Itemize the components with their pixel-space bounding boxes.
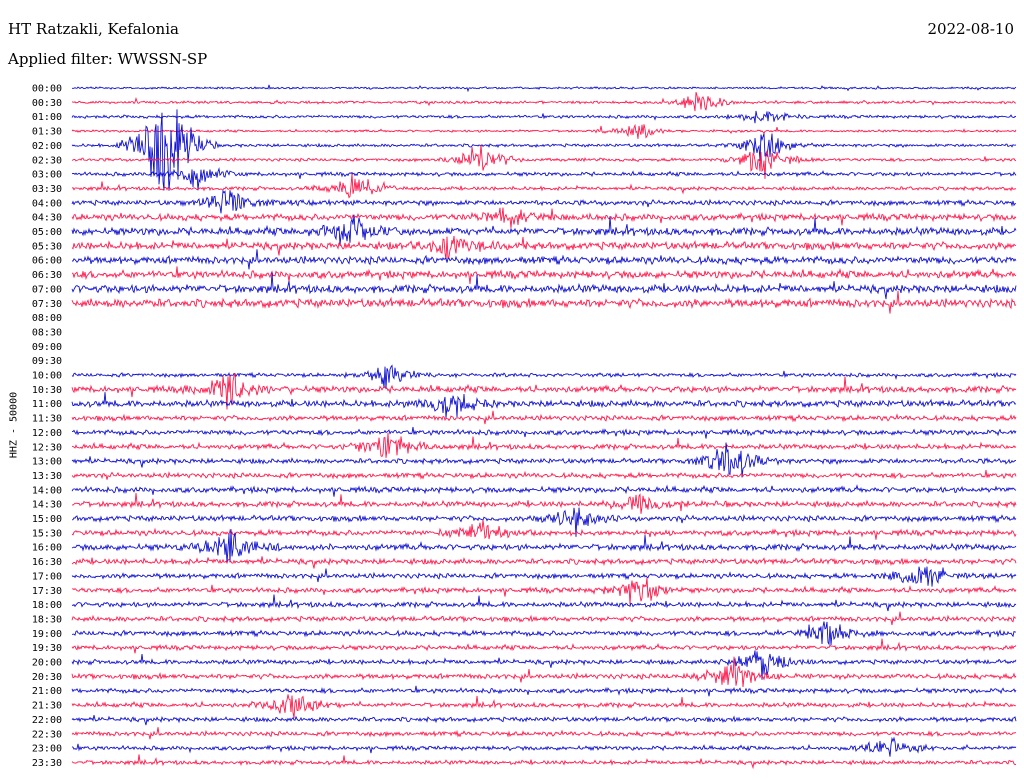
row-time-label: 07:30 (32, 299, 62, 310)
trace-row-1800 (71, 594, 1017, 612)
row-time-label: 11:00 (32, 399, 62, 410)
row-time-label: 12:30 (32, 442, 62, 453)
row-time-label: 04:30 (32, 213, 62, 224)
row-time-label: 00:30 (32, 98, 62, 109)
trace-row-1600 (71, 529, 1017, 564)
row-time-label: 01:30 (32, 127, 62, 138)
row-time-label: 09:00 (32, 342, 62, 353)
row-time-label: 20:30 (32, 672, 62, 683)
row-time-label: 20:00 (32, 658, 62, 669)
row-time-label: 06:30 (32, 270, 62, 281)
trace-row-1530 (71, 520, 1017, 540)
row-time-label: 23:30 (32, 758, 62, 769)
trace-row-1630 (71, 556, 1017, 569)
trace-row-2100 (71, 685, 1017, 697)
row-time-label: 15:30 (32, 528, 62, 539)
row-time-label: 13:30 (32, 471, 62, 482)
trace-row-1830 (71, 611, 1017, 626)
trace-row-1130 (71, 410, 1017, 425)
trace-row-0730 (71, 290, 1017, 314)
row-time-label: 02:00 (32, 141, 62, 152)
trace-row-1730 (71, 577, 1017, 605)
row-time-label: 11:30 (32, 414, 62, 425)
row-time-label: 00:00 (32, 84, 62, 95)
row-time-label: 08:00 (32, 313, 62, 324)
row-time-label: 10:30 (32, 385, 62, 396)
row-time-label: 18:00 (32, 600, 62, 611)
row-time-label: 16:00 (32, 543, 62, 554)
row-time-label: 17:30 (32, 586, 62, 597)
trace-row-1000 (71, 364, 1017, 389)
trace-row-0500 (71, 214, 1017, 246)
trace-row-2030 (71, 656, 1017, 688)
row-time-label: 18:30 (32, 614, 62, 625)
trace-row-1930 (71, 638, 1017, 654)
trace-row-2230 (71, 727, 1016, 740)
row-time-label: 19:30 (32, 643, 62, 654)
trace-row-1500 (71, 507, 1017, 537)
trace-row-0400 (71, 189, 1017, 214)
row-time-label: 14:00 (32, 485, 62, 496)
trace-row-2330 (71, 754, 1017, 770)
trace-row-0000 (71, 84, 1017, 93)
trace-row-0230 (71, 144, 1017, 179)
trace-row-1300 (71, 442, 1017, 478)
trace-row-1400 (71, 484, 1017, 497)
trace-row-2000 (71, 650, 1017, 680)
row-time-label: 22:30 (32, 729, 62, 740)
trace-row-1430 (71, 492, 1017, 514)
trace-row-2130 (71, 694, 1017, 719)
row-time-label: 21:00 (32, 686, 62, 697)
trace-row-0630 (71, 266, 1017, 284)
row-time-label: 13:00 (32, 457, 62, 468)
filter-label: Applied filter: WWSSN-SP (8, 50, 208, 68)
trace-row-1700 (71, 566, 1017, 587)
trace-row-0430 (71, 207, 1017, 228)
trace-row-1230 (71, 432, 1017, 458)
trace-row-0700 (71, 272, 1017, 300)
trace-row-0100 (71, 110, 1017, 124)
row-time-label: 04:00 (32, 198, 62, 209)
trace-row-0200 (71, 109, 1017, 191)
trace-row-0600 (72, 249, 1017, 270)
row-time-label: 07:00 (32, 284, 62, 295)
row-time-label: 16:30 (32, 557, 62, 568)
row-time-label: 22:00 (32, 715, 62, 726)
row-time-label: 06:00 (32, 256, 62, 267)
trace-row-1200 (72, 426, 1017, 439)
row-time-label: 05:00 (32, 227, 62, 238)
row-time-label: 03:30 (32, 184, 62, 195)
trace-row-1100 (71, 392, 1017, 419)
row-time-label: 23:00 (32, 744, 62, 755)
row-time-label: 09:30 (32, 356, 62, 367)
date-label: 2022-08-10 (927, 20, 1014, 38)
trace-row-2300 (71, 736, 1017, 757)
row-time-label: 01:00 (32, 112, 62, 123)
row-time-label: 10:00 (32, 371, 62, 382)
row-time-label: 14:30 (32, 500, 62, 511)
trace-row-0130 (71, 123, 1017, 139)
row-time-label: 03:00 (32, 170, 62, 181)
trace-row-0300 (71, 167, 1017, 191)
row-time-label: 19:00 (32, 629, 62, 640)
trace-row-0030 (71, 91, 1017, 112)
row-time-label: 15:00 (32, 514, 62, 525)
trace-row-1330 (71, 469, 1017, 480)
trace-row-1900 (71, 621, 1017, 646)
trace-row-2200 (71, 714, 1017, 726)
row-time-label: 12:00 (32, 428, 62, 439)
station-title: HT Ratzakli, Kefalonia (8, 20, 179, 38)
row-time-label: 08:30 (32, 327, 62, 338)
row-time-label: 02:30 (32, 155, 62, 166)
row-time-label: 05:30 (32, 241, 62, 252)
row-time-label: 17:00 (32, 571, 62, 582)
trace-row-1030 (71, 372, 1017, 410)
trace-row-0330 (71, 173, 1017, 199)
row-time-label: 21:30 (32, 701, 62, 712)
trace-row-0530 (71, 235, 1017, 261)
